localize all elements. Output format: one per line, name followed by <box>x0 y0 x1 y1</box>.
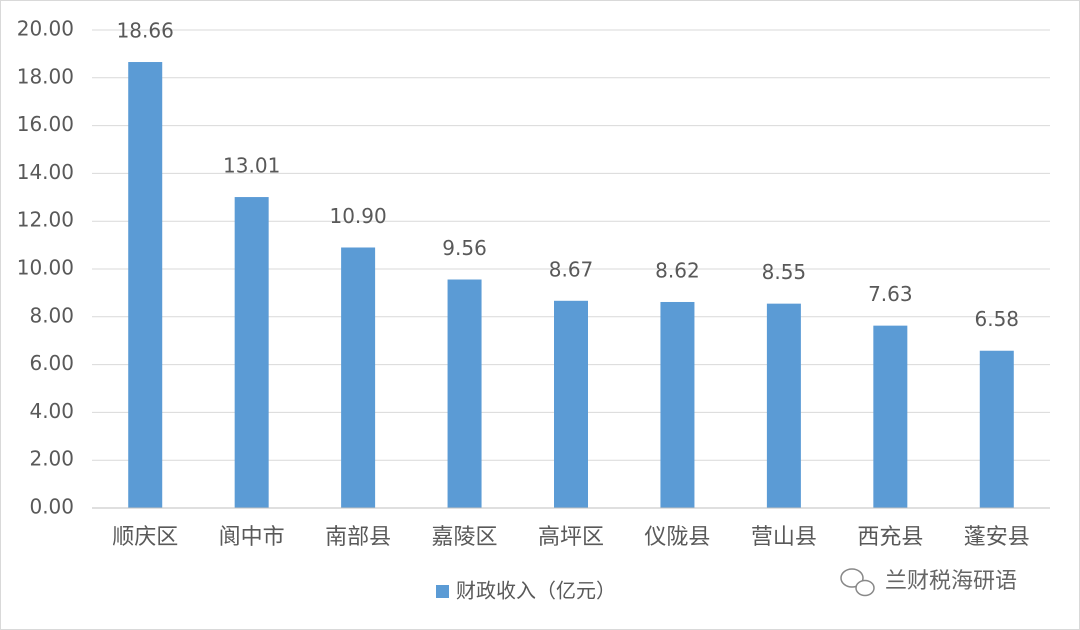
legend-label: 财政收入（亿元） <box>456 579 616 603</box>
x-tick-label: 阆中市 <box>219 525 285 550</box>
y-tick-label: 8.00 <box>29 303 74 327</box>
x-tick-label: 营山县 <box>751 525 817 550</box>
x-tick-label: 嘉陵区 <box>432 525 498 550</box>
y-tick-label: 0.00 <box>29 495 74 519</box>
value-label: 8.67 <box>549 257 594 281</box>
x-tick-label: 蓬安县 <box>964 525 1030 550</box>
y-tick-label: 20.00 <box>17 17 74 41</box>
value-label: 6.58 <box>975 307 1020 331</box>
legend-swatch <box>436 585 449 598</box>
bar <box>766 303 801 508</box>
y-tick-label: 12.00 <box>17 208 74 232</box>
watermark-icon <box>840 568 875 597</box>
y-tick-label: 16.00 <box>17 112 74 136</box>
watermark: 兰财税海研语 <box>885 569 1017 594</box>
bar <box>660 301 695 508</box>
x-tick-label: 高坪区 <box>538 525 604 550</box>
y-tick-label: 10.00 <box>17 256 74 280</box>
bar <box>447 279 482 508</box>
value-label: 7.63 <box>868 282 913 306</box>
value-label: 9.56 <box>442 236 487 260</box>
x-tick-label: 仪陇县 <box>644 525 710 550</box>
value-label: 13.01 <box>223 154 280 178</box>
y-tick-label: 18.00 <box>17 64 74 88</box>
bar <box>128 62 163 508</box>
value-label: 10.90 <box>329 204 386 228</box>
bar <box>873 325 908 508</box>
y-tick-label: 4.00 <box>29 399 74 423</box>
value-label: 8.62 <box>655 258 700 282</box>
bar <box>234 197 269 508</box>
value-label: 18.66 <box>117 19 174 43</box>
x-tick-label: 西充县 <box>857 525 923 550</box>
value-label: 8.55 <box>762 260 807 284</box>
bar <box>554 300 588 508</box>
y-tick-label: 14.00 <box>17 160 74 184</box>
x-tick-label: 南部县 <box>325 525 391 550</box>
bar <box>341 247 376 509</box>
x-tick-label: 顺庆区 <box>112 525 178 550</box>
y-tick-label: 2.00 <box>29 447 74 471</box>
y-tick-label: 6.00 <box>29 351 74 375</box>
bar <box>979 350 1014 508</box>
